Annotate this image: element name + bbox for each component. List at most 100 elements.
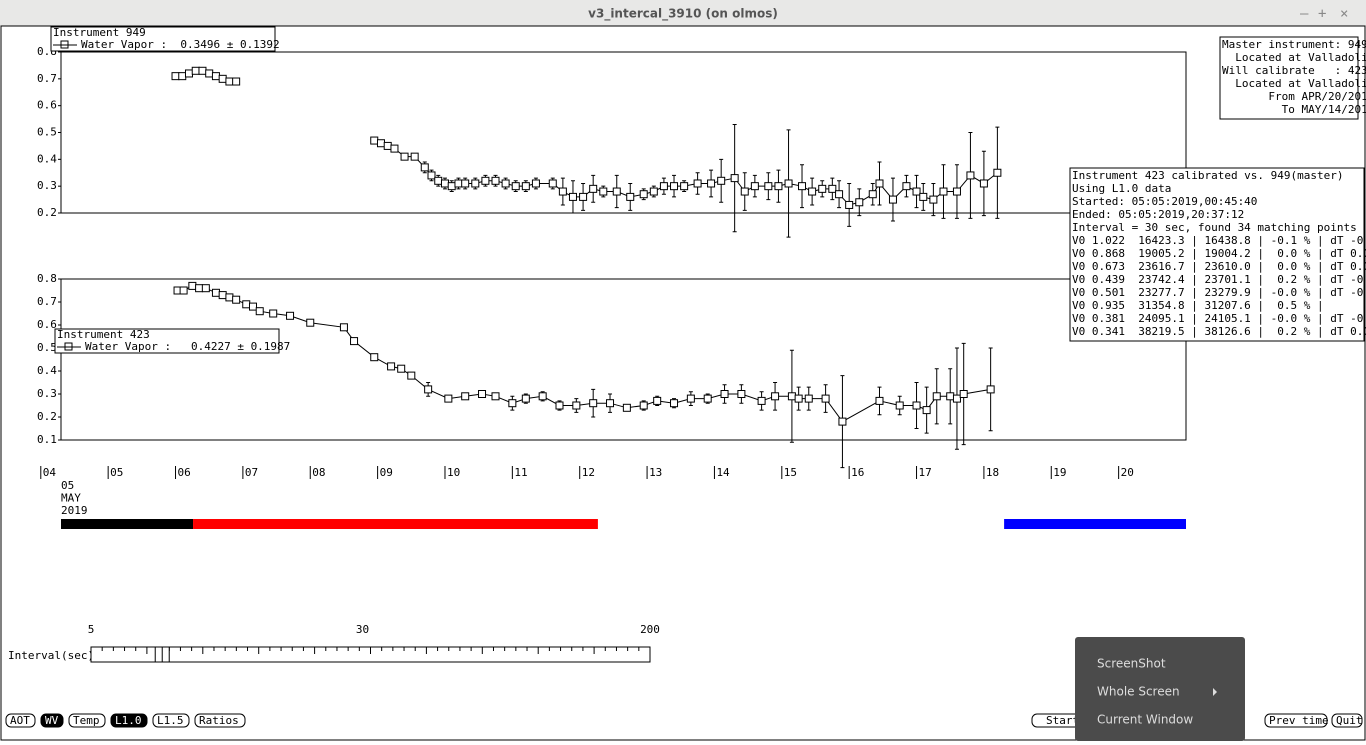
data-point [205,69,214,78]
toggle-button[interactable] [110,713,148,728]
menu-item[interactable]: Whole Screen [1097,685,1180,699]
toggle-label: WV [45,714,59,727]
data-point [919,192,928,201]
data-point [787,392,796,401]
y-tick-label: 0.3 [37,387,57,400]
y-tick-label: 0.4 [37,152,57,165]
y-tick-label: 0.6 [37,99,57,112]
data-point [184,69,193,78]
menu-item[interactable]: Current Window [1097,713,1193,727]
toggle-button[interactable] [40,713,64,728]
info-line: Interval = 30 sec, found 34 matching poi… [1072,221,1357,234]
data-point [895,401,904,410]
legend-title: Instrument 423 [57,328,150,341]
toggle-button[interactable] [152,713,190,728]
x-tick-label: 05 [110,466,123,479]
maximize[interactable]: + [1318,6,1326,22]
data-point [397,364,406,373]
data-point [501,179,510,188]
data-point [929,195,938,204]
data-point [784,179,793,188]
data-point [339,323,348,332]
y-tick-label: 0.1 [37,433,57,446]
data-point [737,390,746,398]
data-point [798,182,807,191]
x-tick-label: 20 [1121,466,1134,479]
y-tick-label: 0.2 [37,206,57,219]
x-tick-label: 19 [1053,466,1066,479]
info-line: V0 0.501 23277.7 | 23279.9 | -0.0 % | dT… [1072,286,1366,299]
data-point [589,399,598,408]
minimize[interactable]: – [1300,6,1309,22]
toggle-button[interactable] [5,713,36,728]
slider-tick-label: 200 [640,623,660,636]
info-line: Located at Valladolid [1222,51,1366,64]
legend-text: Water Vapor : 0.4227 ± 0.1987 [85,340,290,353]
data-point [902,182,911,191]
toggle-button[interactable] [68,713,106,728]
submenu-arrow [1213,688,1217,696]
data-point [912,401,921,410]
data-point [912,187,921,196]
data-point [875,179,884,188]
close[interactable]: × [1340,6,1348,22]
menu-item[interactable]: ScreenShot [1097,657,1166,671]
data-point [626,192,635,201]
data-point [952,394,961,403]
info-line: V0 0.381 24095.1 | 24105.1 | -0.0 % | dT… [1072,312,1366,325]
data-point [771,392,780,401]
data-point [558,187,567,196]
data-point [444,394,453,403]
data-point [521,394,530,403]
data-point [750,182,759,191]
info-box [1219,36,1359,120]
data-point [757,396,766,405]
data-point [707,179,716,188]
legend-box [50,26,276,52]
info-box [1069,167,1365,342]
button[interactable] [1264,713,1328,728]
button[interactable] [1331,713,1363,728]
data-point [730,174,739,183]
data-point [242,300,251,309]
legend-title: Instrument 949 [53,26,146,39]
data-point [454,179,463,188]
toggle-label: Temp [73,714,100,727]
data-point [390,144,399,153]
date-label: 05 [61,479,74,492]
time-band [193,519,598,529]
data-point [875,396,884,405]
data-point [686,394,695,403]
data-point [986,385,995,394]
info-line: Using L1.0 data [1072,182,1171,195]
data-point [171,72,180,81]
toggle-label: Ratios [199,714,239,727]
button-label: Prev time [1269,714,1329,727]
info-line: From APR/20/2019 [1222,90,1366,103]
data-point [179,286,188,295]
data-point [225,77,234,86]
data-point [188,281,197,290]
data-point [232,77,241,86]
data-point [461,179,470,188]
y-tick-label: 0.5 [37,126,57,139]
data-point [461,392,470,401]
info-line: Master instrument: 949 [1222,38,1366,51]
data-point [225,293,234,302]
data-point [286,311,295,320]
data-point [622,403,631,412]
data-point [599,187,608,196]
toggle-button[interactable] [194,713,246,728]
data-point [531,179,540,188]
x-tick-label: 08 [312,466,325,479]
data-point [670,399,679,408]
data-point [979,179,988,188]
data-point [201,284,210,293]
data-point [191,66,200,75]
data-point [370,136,379,145]
info-line: Will calibrate : 423 [1222,64,1366,77]
data-point [838,417,847,426]
data-point [606,399,615,408]
data-point [491,392,500,401]
